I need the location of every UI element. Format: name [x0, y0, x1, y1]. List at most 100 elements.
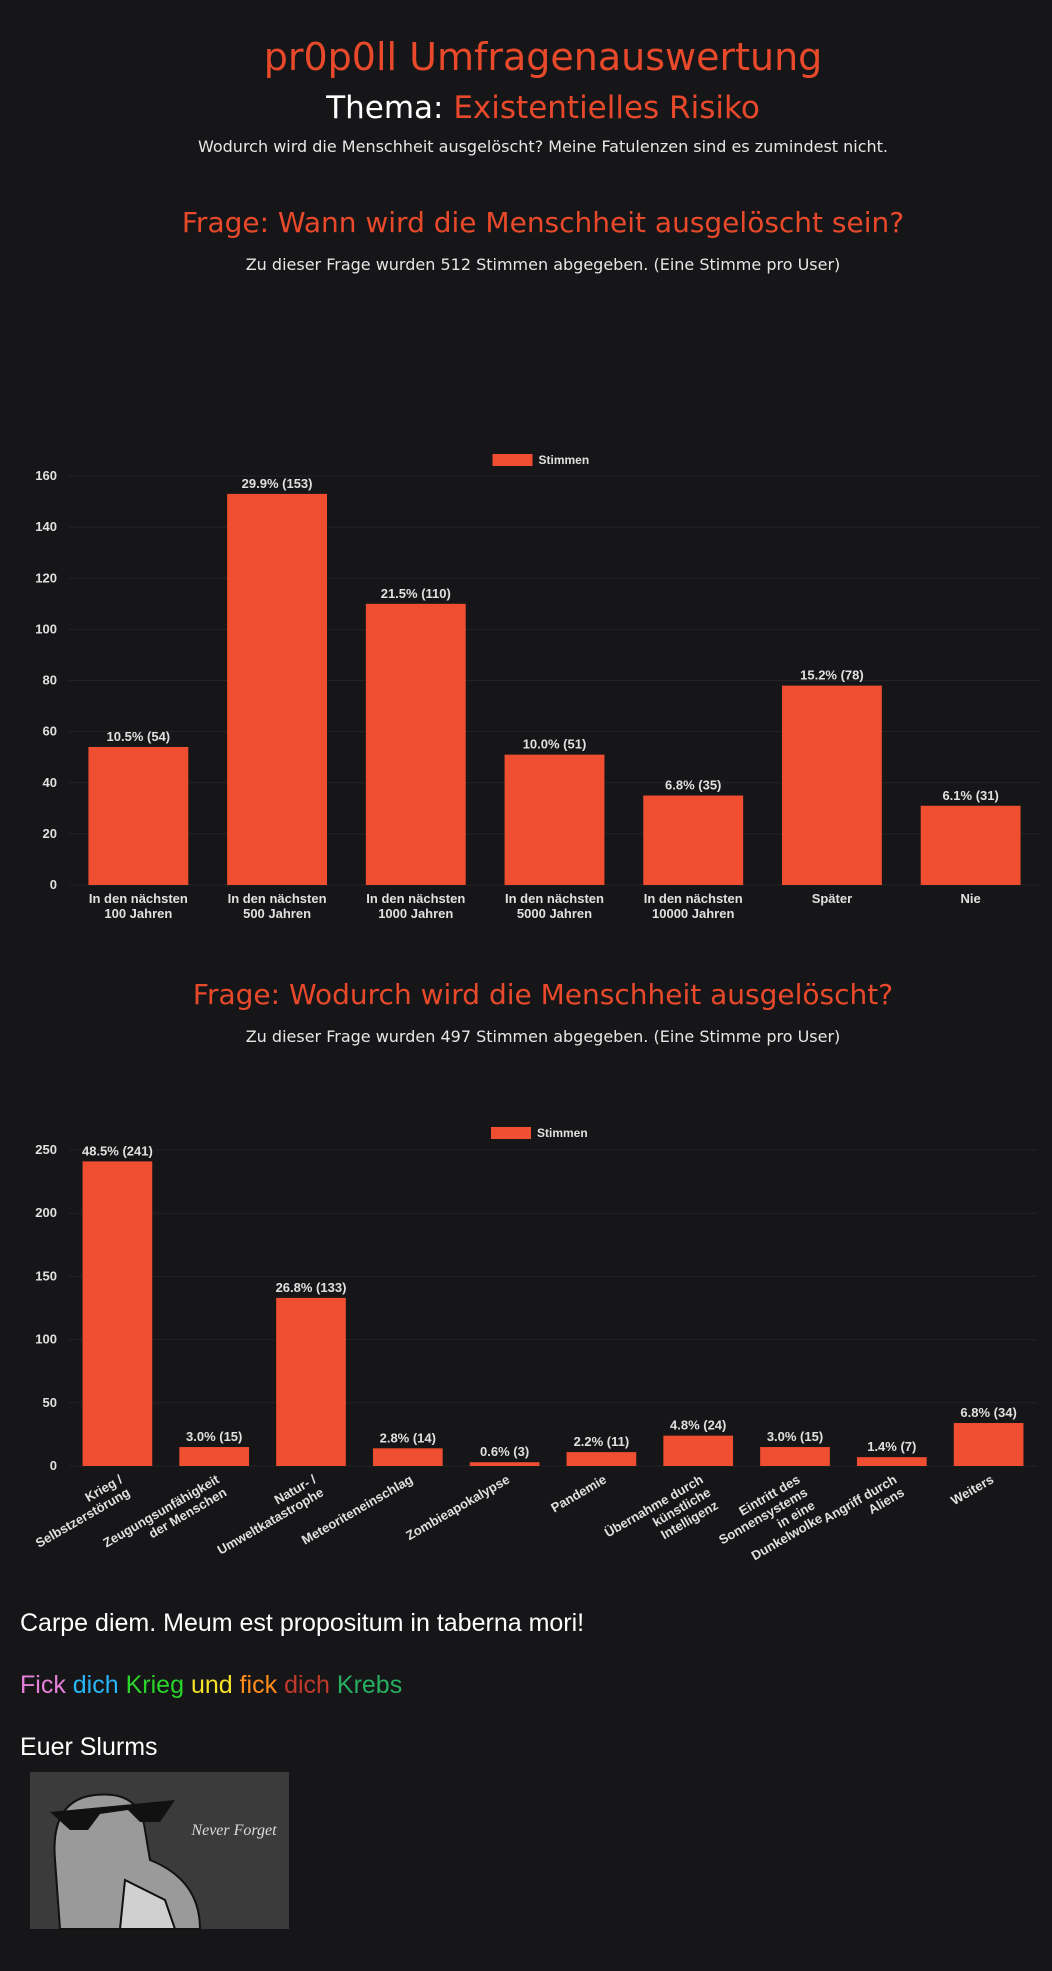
y-tick-label: 80	[43, 673, 57, 688]
sunglasses	[50, 1800, 175, 1830]
y-tick-label: 60	[43, 724, 57, 739]
value-label: 3.0% (15)	[767, 1429, 823, 1444]
value-label: 26.8% (133)	[276, 1280, 347, 1295]
motto: Fick dich Krieg und fick dich Krebs	[20, 1671, 402, 1699]
x-tick-label: Zombieapokalypse	[403, 1472, 512, 1544]
y-tick-label: 100	[35, 1332, 57, 1347]
chart-title: Frage: Wann wird die Menschheit ausgelös…	[182, 206, 904, 239]
x-tick-label: Eintritt desSonnensystemsin eineDunkelwo…	[709, 1472, 825, 1574]
legend-label: Stimmen	[539, 453, 590, 467]
bar	[643, 795, 744, 885]
x-tick-label: In den nächsten 10000 Jahren	[644, 891, 743, 921]
signature: Euer Slurms	[20, 1733, 158, 1761]
label-line: 100 Jahren	[104, 906, 172, 921]
x-tick-label: Angriff durchAliens	[821, 1472, 907, 1539]
value-label: 6.1% (31)	[942, 788, 998, 803]
value-label: 2.8% (14)	[380, 1430, 436, 1445]
bar	[276, 1297, 346, 1466]
theme: Thema: Existentielles Risiko	[325, 90, 760, 126]
bar	[856, 1457, 927, 1466]
label-line: In den nächsten	[89, 891, 188, 906]
quote: Carpe diem. Meum est propositum in taber…	[20, 1609, 584, 1637]
legend-swatch	[491, 1127, 531, 1139]
legend-swatch	[492, 454, 533, 466]
bar	[365, 603, 466, 885]
value-label: 10.5% (54)	[107, 729, 171, 744]
bar	[566, 1452, 637, 1466]
label-line: In den nächsten	[366, 891, 465, 906]
motto-word: Fick	[20, 1671, 66, 1699]
label-line: 5000 Jahren	[517, 906, 592, 921]
y-tick-label: 0	[50, 877, 57, 892]
value-label: 4.8% (24)	[670, 1418, 726, 1433]
bar	[469, 1462, 540, 1466]
bar	[372, 1448, 443, 1466]
value-label: 1.4% (7)	[867, 1439, 916, 1454]
bar	[227, 493, 328, 885]
bar	[88, 746, 189, 885]
motto-word: Krebs	[337, 1671, 402, 1699]
value-label: 21.5% (110)	[381, 586, 451, 601]
y-tick-label: 0	[50, 1458, 57, 1473]
description: Wodurch wird die Menschheit ausgelöscht?…	[198, 137, 888, 156]
value-label: 6.8% (34)	[960, 1405, 1016, 1420]
bar	[760, 1447, 830, 1466]
x-tick-label: Später	[812, 891, 852, 906]
label-line: In den nächsten	[644, 891, 743, 906]
coat	[118, 1878, 177, 1930]
image: Never Forget	[30, 1772, 289, 1930]
motto-word: dich	[284, 1671, 330, 1699]
x-tick-label: In den nächsten 500 Jahren	[228, 891, 327, 921]
image-caption: Never Forget	[190, 1822, 277, 1839]
value-label: 10.0% (51)	[523, 737, 587, 752]
value-label: 6.8% (35)	[665, 778, 721, 793]
value-label: 0.6% (3)	[480, 1444, 529, 1459]
bar	[781, 685, 882, 885]
y-tick-label: 200	[35, 1205, 57, 1220]
x-tick-label: In den nächsten 1000 Jahren	[366, 891, 465, 921]
value-label: 3.0% (15)	[186, 1429, 242, 1444]
value-label: 48.5% (241)	[82, 1143, 153, 1158]
motto-word: und	[191, 1671, 233, 1699]
x-tick-label: Übernahme durchkünstlicheIntelligenz	[602, 1471, 721, 1566]
theme-label: Thema:	[325, 90, 443, 126]
motto-word: dich	[73, 1671, 119, 1699]
y-tick-label: 140	[35, 519, 57, 534]
bar	[663, 1435, 734, 1466]
y-tick-label: 40	[43, 775, 57, 790]
y-tick-label: 150	[35, 1268, 57, 1283]
value-label: 29.9% (153)	[242, 476, 313, 491]
y-tick-label: 120	[35, 570, 57, 585]
x-tick-label: Nie	[961, 891, 981, 906]
x-tick-label: In den nächsten 5000 Jahren	[505, 891, 604, 921]
y-tick-label: 20	[43, 826, 57, 841]
label-line: In den nächsten	[228, 891, 327, 906]
y-tick-label: 160	[35, 468, 57, 483]
label-line: 500 Jahren	[243, 906, 311, 921]
label-line: 10000 Jahren	[652, 906, 734, 921]
bar	[179, 1447, 250, 1466]
motto-word: fick	[240, 1671, 278, 1699]
chart-subtitle: Zu dieser Frage wurden 497 Stimmen abgeg…	[246, 1027, 841, 1046]
chart-subtitle: Zu dieser Frage wurden 512 Stimmen abgeg…	[246, 255, 841, 274]
label-line: In den nächsten	[505, 891, 604, 906]
bar	[504, 754, 605, 885]
value-label: 15.2% (78)	[800, 668, 864, 683]
theme-value: Existentielles Risiko	[453, 90, 759, 126]
legend-label: Stimmen	[537, 1126, 588, 1140]
bar	[82, 1161, 153, 1466]
bar	[953, 1423, 1024, 1466]
y-tick-label: 50	[43, 1395, 57, 1410]
x-tick-label: In den nächsten 100 Jahren	[89, 891, 188, 921]
chart-title: Frage: Wodurch wird die Menschheit ausge…	[193, 978, 893, 1011]
x-tick-label: Pandemie	[548, 1472, 609, 1516]
x-tick-label: Weiters	[948, 1472, 996, 1508]
page-title: pr0p0ll Umfragenauswertung	[264, 35, 823, 79]
y-tick-label: 250	[35, 1142, 57, 1157]
bar	[920, 805, 1021, 885]
label-line: Umweltkatastrophe	[215, 1485, 326, 1558]
motto-word: Krieg	[126, 1671, 184, 1699]
y-tick-label: 100	[35, 621, 57, 636]
